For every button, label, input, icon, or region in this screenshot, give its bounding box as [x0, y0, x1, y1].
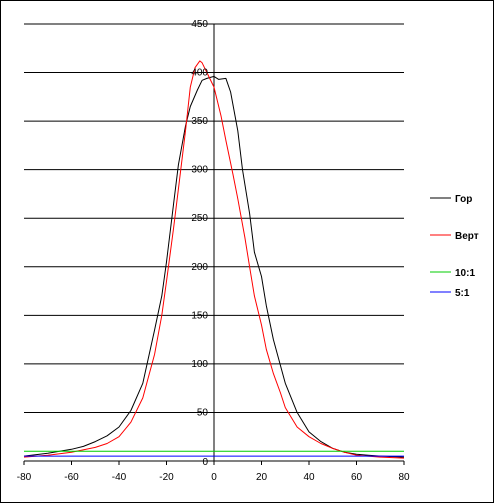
- y-tick-label: 300: [191, 165, 208, 176]
- y-tick-label: 50: [197, 407, 209, 418]
- x-tick-label: 20: [256, 472, 268, 483]
- y-tick-label: 0: [202, 457, 208, 468]
- legend: Гор Верт 10:1 5:1: [430, 194, 479, 299]
- legend-entry: 5:1: [455, 288, 470, 299]
- legend-entry: Гор: [455, 194, 472, 205]
- y-tick-label: 350: [191, 116, 208, 127]
- tick-labels: -80 -60 -40 -20 0 20 40 60 80 50 100 150 200 250 300 35…: [17, 19, 410, 483]
- y-tick-label: 100: [191, 359, 208, 370]
- x-tick-label: 60: [351, 472, 363, 483]
- series-line-1: [23, 60, 405, 459]
- axes: [23, 24, 405, 465]
- x-tick-label: 0: [211, 472, 217, 483]
- series-lines: [23, 60, 405, 459]
- y-tick-label: 150: [191, 310, 208, 321]
- legend-entry: Верт: [455, 231, 479, 242]
- y-tick-label: 250: [191, 213, 208, 224]
- x-tick-label: -80: [17, 472, 32, 483]
- x-tick-label: -20: [159, 472, 174, 483]
- series-line-0: [23, 75, 405, 458]
- x-tick-label: -40: [112, 472, 127, 483]
- y-tick-label: 400: [191, 68, 208, 79]
- x-tick-label: 80: [398, 472, 410, 483]
- y-tick-label: 450: [191, 19, 208, 30]
- legend-entry: 10:1: [455, 268, 475, 279]
- x-tick-label: 40: [303, 472, 315, 483]
- x-tick-label: -60: [64, 472, 79, 483]
- y-tick-label: 200: [191, 262, 208, 273]
